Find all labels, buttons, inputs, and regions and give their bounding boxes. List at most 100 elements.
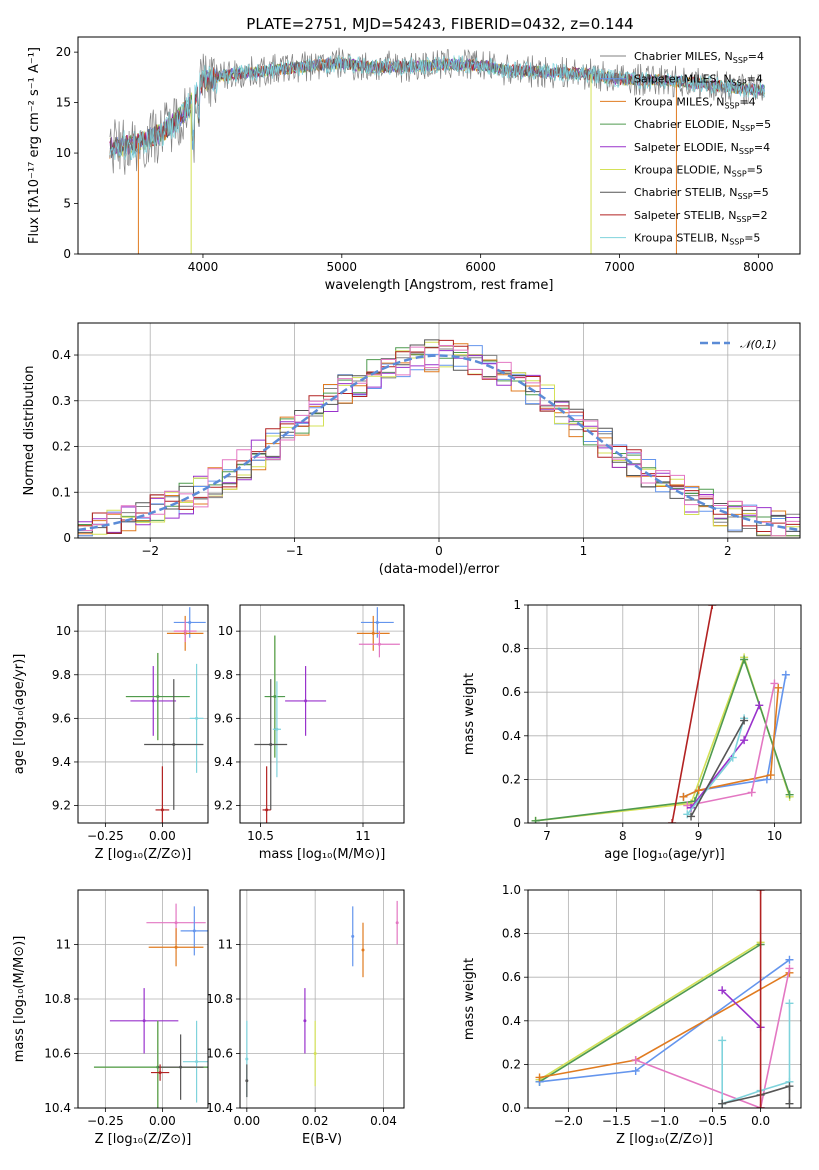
weight-marker <box>718 1099 727 1108</box>
x-tick-label: 4000 <box>188 260 219 274</box>
y-tick-label: 11 <box>56 938 71 952</box>
legend-entry: Kroupa MILES, NSSP=4 <box>634 95 756 110</box>
legend-name: Salpeter ELODIE, N <box>634 141 739 154</box>
plot-area-mass-vs-ebv <box>245 900 399 1098</box>
x-tick-label: 5000 <box>327 260 358 274</box>
weight-marker <box>785 1082 794 1091</box>
legend-name: Kroupa ELODIE, N <box>634 164 732 177</box>
data-point <box>269 743 273 747</box>
data-point <box>245 1057 249 1061</box>
weight-line <box>535 657 791 822</box>
axes-frame <box>77 889 209 1109</box>
y-tick-label: 10 <box>56 624 71 638</box>
data-point <box>395 921 399 925</box>
y-tick-label: 15 <box>56 96 71 110</box>
panel-residuals: −2 −1 0 1 2 0 0.1 0.2 0.3 0.4 (data-model)/error No… <box>22 322 801 577</box>
legend-name: Chabrier MILES, N <box>634 50 733 63</box>
legend-count: =4 <box>748 50 764 63</box>
data-point <box>361 948 365 952</box>
y-tick-label: 10 <box>218 624 233 638</box>
y-axis-label: Normed distribution <box>22 366 37 496</box>
weight-marker <box>785 999 794 1008</box>
weight-marker <box>766 771 775 780</box>
axes-frame <box>527 889 802 1109</box>
legend-entry: Kroupa ELODIE, NSSP=5 <box>634 164 763 179</box>
weight-marker <box>770 679 779 688</box>
panel-spectrum: 4000 5000 6000 7000 8000 0 5 10 15 20 wavelength [… <box>27 36 801 293</box>
data-point <box>183 629 187 633</box>
x-tick-label: 0 <box>435 544 443 558</box>
y-tick-label: 0 <box>513 816 521 830</box>
data-point <box>179 1065 183 1069</box>
residual-histogram <box>78 345 800 537</box>
legend-count: =5 <box>747 164 763 177</box>
data-point <box>265 808 269 812</box>
weight-line <box>635 968 791 1108</box>
data-point <box>377 642 381 646</box>
weight-marker <box>687 812 696 821</box>
y-tick-label: 0.2 <box>502 1057 521 1071</box>
x-tick-label: 1 <box>580 544 588 558</box>
y-tick-label: 0.3 <box>52 394 71 408</box>
x-tick-label: 11 <box>355 829 370 843</box>
y-tick-label: 0.2 <box>502 772 521 786</box>
axes-frame <box>77 322 801 539</box>
x-tick-label: 0.04 <box>370 1114 397 1128</box>
y-axis-label: Flux [fλ10⁻¹⁷ erg cm⁻² s⁻¹ A⁻¹] <box>27 47 42 244</box>
y-tick-label: 9.6 <box>52 711 71 725</box>
plot-area-weight-vs-Z <box>535 890 794 1108</box>
x-tick-label: 0.00 <box>149 1114 176 1128</box>
y-tick-label: 11 <box>218 938 233 952</box>
y-tick-label: 20 <box>56 45 71 59</box>
y-tick-label: 0.4 <box>502 1014 521 1028</box>
normal-curve <box>78 354 800 532</box>
x-tick-label: −2 <box>141 544 159 558</box>
data-point <box>172 743 176 747</box>
data-point <box>188 620 192 624</box>
x-tick-label: −1.5 <box>602 1114 631 1128</box>
data-point <box>195 716 199 720</box>
panel-mass-vs-ebv: 0.00 0.02 0.04 10.4 10.6 10.8 11 E(B-V) <box>206 889 405 1147</box>
weight-marker <box>781 670 790 679</box>
data-point <box>158 1071 162 1075</box>
plot-area-weight-vs-age <box>531 605 794 823</box>
legend-subscript: SSP <box>739 147 754 156</box>
legend-count: =5 <box>755 118 771 131</box>
y-tick-label: 0.8 <box>502 927 521 941</box>
x-tick-label: −1.0 <box>650 1114 679 1128</box>
panel-weight-vs-Z: −2.0 −1.5 −1.0 −0.5 0.0 0.0 0.2 0.4 0.6 0.8 1.0 Z [… <box>462 883 802 1147</box>
y-tick-label: 0.4 <box>502 729 521 743</box>
y-axis-label: mass [log₁₀(M/M⊙)] <box>12 936 27 1063</box>
data-point <box>275 727 279 731</box>
weight-marker <box>708 605 717 609</box>
spectrum-line <box>109 47 766 175</box>
weight-marker <box>740 736 749 745</box>
x-tick-label: 2 <box>724 544 732 558</box>
weight-line <box>539 941 762 1081</box>
legend-entry: Chabrier MILES, NSSP=4 <box>634 50 764 65</box>
x-tick-label: 9 <box>695 829 703 843</box>
weight-marker <box>747 788 756 797</box>
data-point <box>156 695 160 699</box>
y-tick-label: 0 <box>63 531 71 545</box>
y-tick-label: 10.8 <box>206 992 233 1006</box>
x-tick-label: 6000 <box>465 260 496 274</box>
y-tick-label: 10.4 <box>44 1101 71 1115</box>
legend-entry: 𝒩(0,1) <box>740 338 777 351</box>
legend-subscript: SSP <box>738 192 753 201</box>
x-tick-label: 0.0 <box>751 1114 770 1128</box>
x-tick-label: 0.02 <box>302 1114 329 1128</box>
x-tick-label: −0.5 <box>698 1114 727 1128</box>
data-point <box>245 1079 249 1083</box>
weight-marker <box>728 753 737 762</box>
axes-frame <box>77 604 209 824</box>
panel-weight-vs-age: 7 8 9 10 0 0.2 0.4 0.6 0.8 1 age [log₁₀(age/yr)] ma… <box>462 598 802 862</box>
y-tick-label: 0.2 <box>52 440 71 454</box>
y-tick-label: 0.6 <box>502 970 521 984</box>
x-tick-label: 8000 <box>743 260 774 274</box>
legend-name: Chabrier STELIB, N <box>634 186 738 199</box>
y-tick-label: 10.6 <box>44 1047 71 1061</box>
